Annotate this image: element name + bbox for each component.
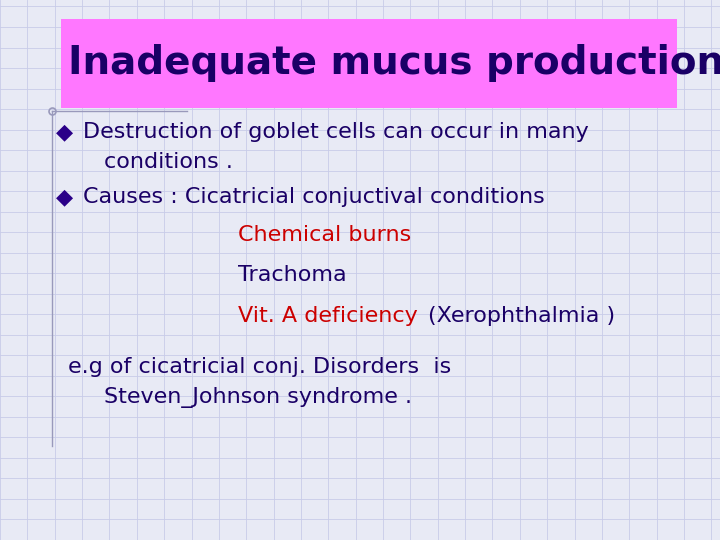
Text: Vit. A deficiency: Vit. A deficiency xyxy=(238,306,418,326)
Text: Causes : Cicatricial conjuctival conditions: Causes : Cicatricial conjuctival conditi… xyxy=(83,187,544,207)
Text: ◆: ◆ xyxy=(55,187,73,207)
Text: Trachoma: Trachoma xyxy=(238,265,346,286)
Text: e.g of cicatricial conj. Disorders  is: e.g of cicatricial conj. Disorders is xyxy=(68,357,451,377)
Text: Steven_Johnson syndrome .: Steven_Johnson syndrome . xyxy=(104,388,413,408)
Text: Destruction of goblet cells can occur in many: Destruction of goblet cells can occur in… xyxy=(83,122,588,143)
Text: conditions .: conditions . xyxy=(104,152,233,172)
Text: (Xerophthalmia ): (Xerophthalmia ) xyxy=(428,306,616,326)
Text: ◆: ◆ xyxy=(55,122,73,143)
Text: Chemical burns: Chemical burns xyxy=(238,225,411,245)
Text: Inadequate mucus production: Inadequate mucus production xyxy=(68,44,720,82)
FancyBboxPatch shape xyxy=(61,19,677,108)
